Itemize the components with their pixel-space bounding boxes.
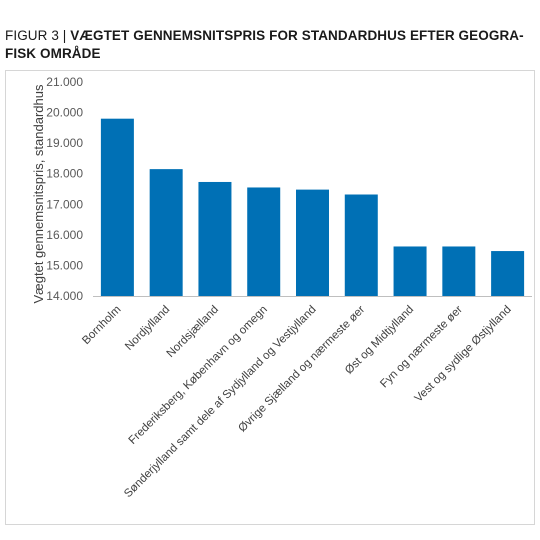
x-tick-label: Fyn og nærmeste øer xyxy=(378,304,465,391)
chart-frame xyxy=(5,70,535,525)
y-tick-label: 16.000 xyxy=(46,228,83,242)
bar xyxy=(442,246,476,296)
figure-title: FIGUR 3 | VÆGTET GENNEMSNITSPRIS FOR STA… xyxy=(5,27,535,63)
y-tick-label: 17.000 xyxy=(46,197,83,211)
figure-number: FIGUR 3 | xyxy=(5,28,67,43)
figure-title-line2: FISK OMRÅDE xyxy=(5,46,101,61)
y-tick-label: 19.000 xyxy=(46,136,83,150)
bar xyxy=(393,246,427,296)
y-tick-label: 15.000 xyxy=(46,258,83,272)
bar xyxy=(100,118,134,296)
bar xyxy=(149,169,183,296)
y-axis-label: Vægtet gennemsnitspris, standardhus xyxy=(31,84,46,303)
x-tick-label: Sønderjylland samt dele af Sydjylland og… xyxy=(122,304,319,501)
y-axis: 14.000 15.000 16.000 17.000 18.000 19.000 20.0… xyxy=(46,75,83,303)
y-tick-label: 14.000 xyxy=(46,289,83,303)
x-tick-label: Nordjylland xyxy=(123,304,172,353)
x-tick-label: Vest og sydlige Østjylland xyxy=(413,304,514,405)
x-axis: Bornholm NordjyllandNordsjællandFrederiks… xyxy=(80,296,532,501)
bar xyxy=(198,181,232,296)
bar xyxy=(247,187,281,296)
x-tick-label: Bornholm xyxy=(80,304,123,347)
y-tick-label: 21.000 xyxy=(46,75,83,89)
bar xyxy=(296,189,329,296)
bar xyxy=(344,194,378,296)
y-tick-label: 20.000 xyxy=(46,106,83,120)
bars xyxy=(100,118,525,296)
bar xyxy=(491,251,525,296)
figure-title-line1: VÆGTET GENNEMSNITSPRIS FOR STANDARDHUS E… xyxy=(70,28,524,43)
y-tick-label: 18.000 xyxy=(46,167,83,181)
